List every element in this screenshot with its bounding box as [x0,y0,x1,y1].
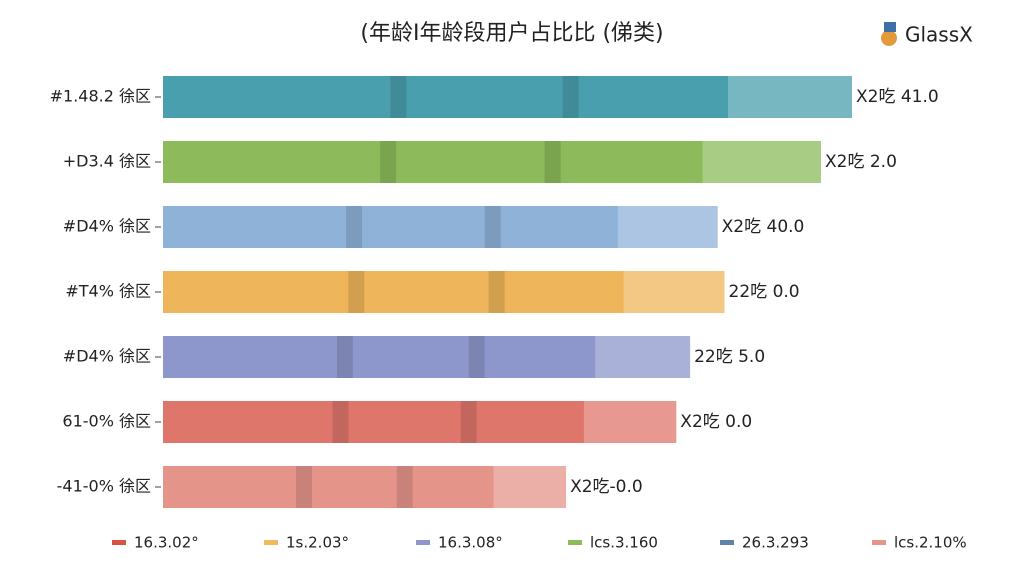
legend-label: lcs.3.160 [590,534,658,552]
bar-stripe [544,141,561,183]
bar [163,401,677,443]
bar-stripe [296,466,313,508]
legend-swatch [568,540,582,545]
legend-swatch [264,540,278,545]
bar-text: X2吃 0.0 [680,412,752,432]
y-tick-label: #D4% 徐区 [63,217,151,236]
legend-swatch [720,540,734,545]
y-tick-label: +D3.4 徐区 [63,152,151,171]
y-tick-label: #1.48.2 徐区 [50,87,151,106]
brand-icon [881,30,897,46]
bar-stripe [460,401,477,443]
brand-icon-top [884,22,896,32]
bar-highlight [617,206,718,248]
y-tick-label: 61-0% 徐区 [62,412,151,431]
bar-highlight [623,271,725,313]
bar-text: X2吃 41.0 [856,87,939,107]
bar-stripe [390,76,407,118]
legend-label: 26.3.293 [742,534,809,552]
legend-label: lcs.2.10% [894,534,967,552]
bar-stripe [488,271,505,313]
bar [163,206,718,248]
bar-stripe [562,76,579,118]
bar-highlight [702,141,821,183]
bar-highlight [727,76,852,118]
bar [163,76,852,118]
bar [163,336,691,378]
bar-stripe [332,401,349,443]
bar-text: 22吃 0.0 [729,282,800,302]
legend-label: 1s.2.03° [286,534,349,552]
y-tick-label: #T4% 徐区 [65,282,151,301]
bar-highlight [493,466,567,508]
bar [163,466,567,508]
legend-label: 16.3.02° [134,534,199,552]
bar-text: 22吃 5.0 [694,347,765,367]
bar-highlight [583,401,677,443]
bar [163,141,821,183]
bar-text: X2吃 40.0 [722,217,805,237]
brand: GlassX [905,23,973,47]
bar-highlight [595,336,691,378]
chart-title: (年龄I年龄段用户占比比 (俤类) [360,21,663,46]
bar-stripe [348,271,365,313]
bar-stripe [396,466,413,508]
bar-stripe [380,141,397,183]
legend-swatch [416,540,430,545]
y-tick-label: #D4% 徐区 [63,347,151,366]
bar [163,271,725,313]
legend-swatch [112,540,126,545]
bar-stripe [346,206,363,248]
bar-stripe [468,336,485,378]
bar-stripe [484,206,501,248]
bar-stripe [336,336,353,378]
bar-text: X2吃-0.0 [570,477,643,497]
bar-text: X2吃 2.0 [825,152,897,172]
y-tick-label: -41-0% 徐区 [57,477,151,496]
legend-label: 16.3.08° [438,534,503,552]
legend-swatch [872,540,886,545]
